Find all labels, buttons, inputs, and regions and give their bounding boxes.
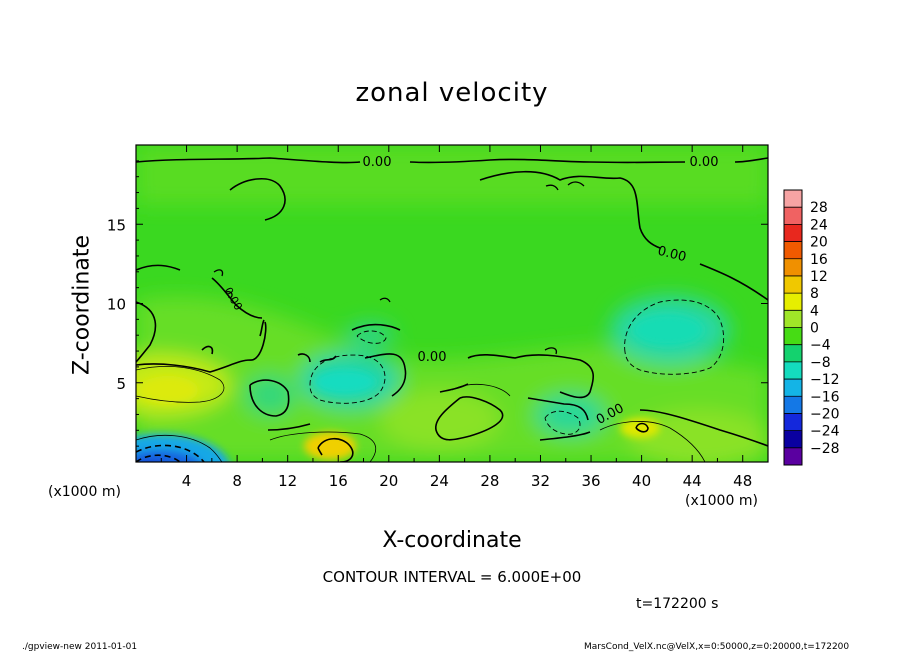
- colorbar-label: −20: [810, 406, 840, 422]
- negative-contours: [136, 444, 205, 462]
- contour-interval-text: CONTOUR INTERVAL = 6.000E+00: [322, 568, 582, 586]
- y-tick-label: 5: [116, 375, 126, 393]
- colorbar-label: −8: [810, 355, 831, 371]
- chart-title: zonal velocity: [355, 78, 549, 108]
- x-tick-label: 48: [733, 472, 752, 490]
- x-unit-label-left: (x1000 m): [48, 484, 121, 500]
- contour-label: 0.00: [656, 244, 688, 266]
- x-tick-label: 44: [683, 472, 702, 490]
- x-tick-label: 8: [232, 472, 242, 490]
- footer-left-text: ./gpview-new 2011-01-01: [22, 642, 138, 652]
- dashed-contours: [309, 299, 724, 435]
- colorbar-label: 16: [810, 252, 828, 268]
- colorbar-swatch: [784, 379, 802, 397]
- x-tick-label: 12: [278, 472, 297, 490]
- colorbar-label: −24: [810, 424, 840, 440]
- colorbar-swatch: [784, 293, 802, 311]
- x-tick-label: 32: [531, 472, 550, 490]
- x-tick-label: 28: [480, 472, 499, 490]
- y-tick-label: 10: [107, 296, 126, 314]
- x-tick-label: 40: [632, 472, 651, 490]
- colorbar-swatch: [784, 361, 802, 380]
- colorbar-swatch: [784, 396, 802, 414]
- colorbar-swatch: [784, 327, 802, 346]
- colorbar-label: 8: [810, 286, 819, 302]
- contour-label: 0.00: [363, 155, 392, 170]
- colorbar-swatch: [784, 447, 802, 466]
- colorbar-label: −12: [810, 372, 840, 388]
- colorbar-swatch: [784, 344, 802, 363]
- x-tick-label: 36: [581, 472, 600, 490]
- colorbar-swatch: [784, 241, 802, 260]
- colorbar-label: −16: [810, 389, 840, 405]
- colorbar-swatch: [784, 224, 802, 243]
- colorbar-label: 4: [810, 303, 819, 319]
- x-tick-label: 16: [329, 472, 348, 490]
- y-tick-label: 15: [107, 216, 126, 234]
- field-extremes: [136, 314, 703, 462]
- colorbar-label: −4: [810, 338, 831, 354]
- colorbar-swatch: [784, 258, 802, 277]
- colorbar-label: 28: [810, 200, 828, 216]
- colorbar-label: 20: [810, 235, 828, 251]
- colorbar-label: 0: [810, 321, 819, 337]
- thin-contours: [136, 365, 706, 462]
- x-tick-label: 24: [430, 472, 449, 490]
- colorbar-swatch: [784, 310, 802, 328]
- zero-contours: [136, 157, 768, 462]
- colorbar-swatch: [784, 190, 802, 208]
- footer-right-text: MarsCond_VelX.nc@VelX,x=0:50000,z=0:2000…: [584, 642, 850, 652]
- time-label: t=172200 s: [636, 596, 719, 612]
- colorbar-swatch: [784, 275, 802, 294]
- colorbar-label: 12: [810, 269, 828, 285]
- colorbar-label: 24: [810, 217, 828, 233]
- y-ticks: 5 10 15: [107, 160, 768, 447]
- field-blobs: [136, 145, 768, 462]
- colorbar-swatch: [784, 413, 802, 432]
- x-axis-label: X-coordinate: [382, 528, 522, 553]
- x-tick-label: 4: [182, 472, 192, 490]
- heatmap-field: [136, 145, 768, 462]
- contour-label: 0.00: [690, 155, 719, 170]
- colorbar-swatch: [784, 430, 802, 449]
- x-tick-label: 20: [379, 472, 398, 490]
- colorbar-swatch: [784, 207, 802, 225]
- x-ticks: 4 8 12 16 20 24 28 32 36 40 44 48: [160, 145, 752, 490]
- contour-islands: [213, 181, 585, 355]
- x-unit-label-right: (x1000 m): [685, 493, 758, 509]
- colorbar-label: −28: [810, 441, 840, 457]
- contour-label: 0.00: [418, 350, 447, 365]
